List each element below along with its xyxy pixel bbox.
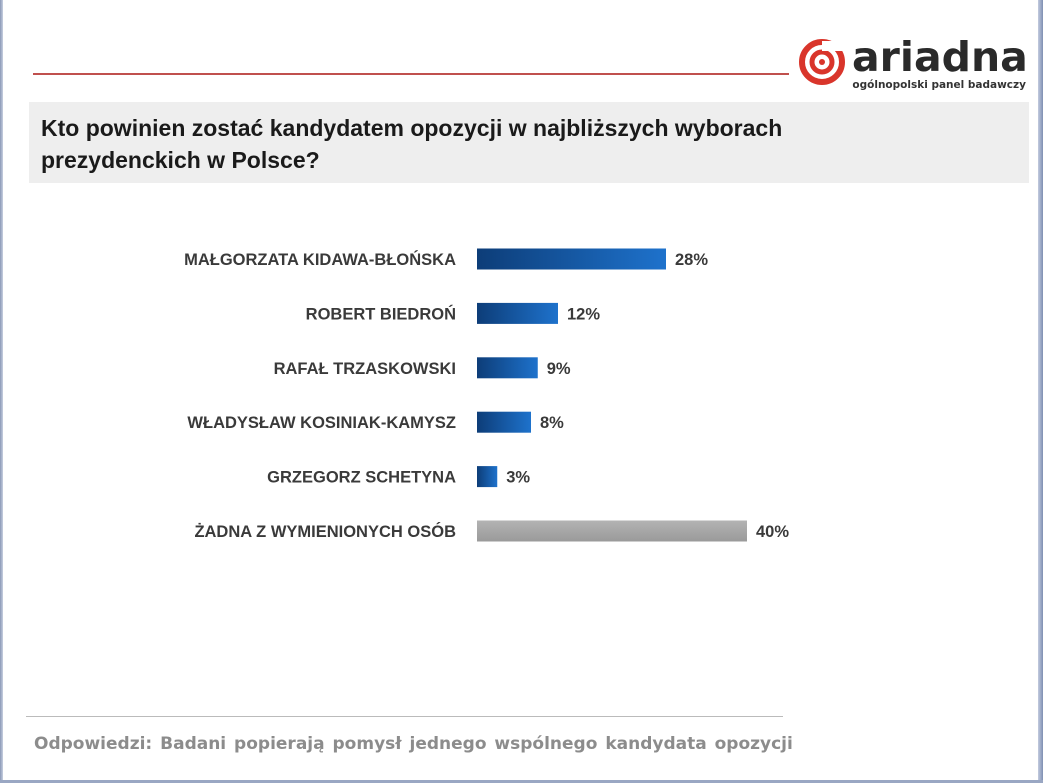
logo-wordmark: ariadna [852, 33, 1028, 81]
value-label: 9% [547, 360, 571, 378]
slide-frame-left [0, 0, 3, 783]
bar [477, 248, 666, 270]
category-label: WŁADYSŁAW KOSINIAK-KAMYSZ [187, 414, 456, 432]
header-rule [33, 73, 789, 75]
value-label: 12% [567, 305, 600, 323]
bar [477, 411, 531, 433]
bar [477, 302, 558, 324]
category-label: GRZEGORZ SCHETYNA [267, 469, 456, 487]
bar [477, 466, 498, 488]
logo-tagline: ogólnopolski panel badawczy [852, 79, 1026, 91]
question-line-1: Kto powinien zostać kandydatem opozycji … [41, 115, 783, 141]
value-label: 8% [540, 414, 564, 432]
logo-spiral-icon [799, 39, 845, 85]
slide-frame-bottom [0, 780, 1043, 783]
footer-rule [26, 716, 783, 717]
page-title: Kto powinien zostać kandydatem opozycji … [41, 112, 941, 176]
value-label: 40% [756, 523, 789, 541]
question-box: Kto powinien zostać kandydatem opozycji … [29, 102, 1029, 183]
category-label: MAŁGORZATA KIDAWA-BŁOŃSKA [184, 250, 456, 269]
value-label: 28% [675, 251, 708, 269]
category-label: RAFAŁ TRZASKOWSKI [274, 360, 456, 378]
bar [477, 357, 538, 379]
question-line-2: prezydenckich w Polsce? [41, 147, 320, 173]
bar-chart: MAŁGORZATA KIDAWA-BŁOŃSKA 28% ROBERT BIEDR… [184, 248, 789, 542]
value-label: 3% [506, 469, 530, 487]
bar [477, 520, 747, 542]
category-label: ŻADNA Z WYMIENIONYCH OSÓB [194, 522, 456, 541]
ariadna-logo: ariadna ogólnopolski panel badawczy [798, 33, 1028, 96]
category-label: ROBERT BIEDROŃ [306, 304, 456, 323]
footnote: Odpowiedzi: Badani popierają pomysł jedn… [34, 734, 793, 754]
slide-frame-right [1038, 0, 1043, 783]
